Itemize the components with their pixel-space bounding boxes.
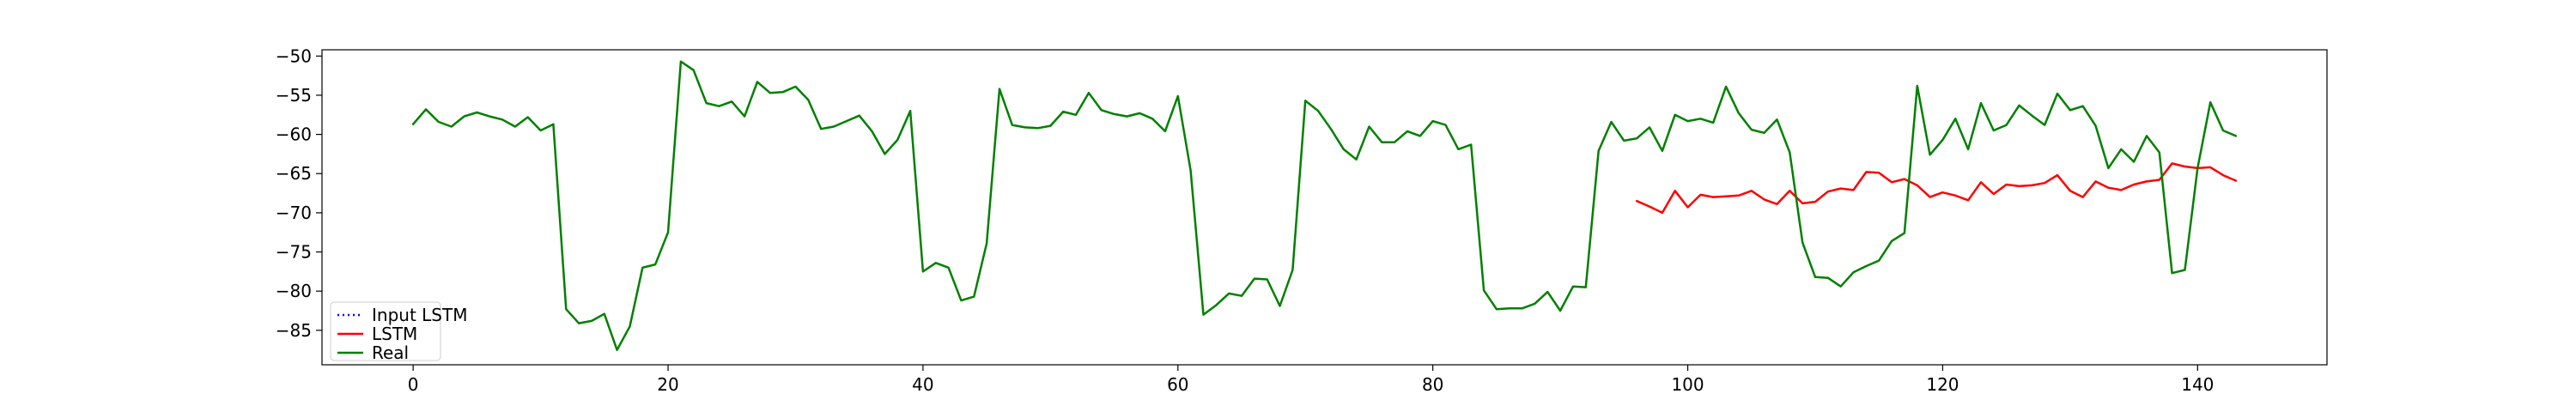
legend-box <box>330 301 441 361</box>
y-tick-label: −55 <box>276 85 312 106</box>
legend-label-input-lstm: Input LSTM <box>372 305 467 325</box>
x-axis: 0 20 40 60 80 100 120 140 <box>408 365 2214 395</box>
y-tick-label: −65 <box>276 163 312 184</box>
legend-label-real: Real <box>372 342 409 363</box>
x-tick-label: 140 <box>2181 374 2214 395</box>
y-tick-label: −80 <box>276 281 312 301</box>
series-line-lstm <box>1635 162 2238 215</box>
legend-label-lstm: LSTM <box>372 324 417 344</box>
x-tick-label: 0 <box>408 374 419 395</box>
x-tick-label: 60 <box>1167 374 1188 395</box>
plot-lines <box>411 60 2238 351</box>
x-tick-label: 20 <box>657 374 678 395</box>
x-tick-label: 40 <box>912 374 933 395</box>
y-tick-label: −85 <box>276 320 312 341</box>
plot-frame <box>321 49 2328 366</box>
y-tick-label: −70 <box>276 203 312 223</box>
y-tick-label: −60 <box>276 124 312 145</box>
y-axis: −85 −80 −75 −70 −65 −60 −55 −50 <box>276 45 322 341</box>
series-line-real <box>411 60 2238 351</box>
y-tick-label: −75 <box>276 242 312 263</box>
x-tick-label: 120 <box>1926 374 1959 395</box>
x-tick-label: 100 <box>1671 374 1704 395</box>
x-tick-label: 80 <box>1422 374 1443 395</box>
y-tick-label: −50 <box>276 45 312 66</box>
